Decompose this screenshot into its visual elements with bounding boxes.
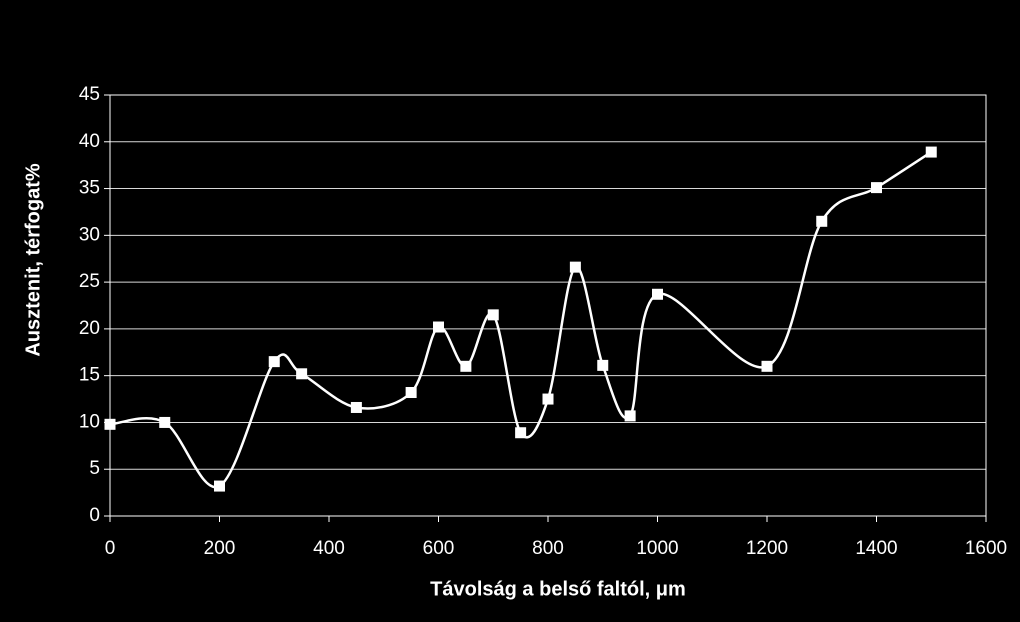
x-tick-label: 200 <box>204 538 236 559</box>
y-axis-title: Ausztenit, térfogat% <box>22 163 44 357</box>
marker <box>925 146 937 158</box>
x-axis-title: Távolság a belső faltól, μm <box>430 578 686 600</box>
marker <box>761 360 773 372</box>
x-tick-label: 600 <box>423 538 455 559</box>
marker <box>569 261 581 273</box>
marker <box>542 393 554 405</box>
marker <box>652 288 663 300</box>
x-tick-label: 800 <box>532 538 564 559</box>
marker <box>515 427 527 439</box>
marker <box>433 321 444 333</box>
x-tick-label: 1000 <box>636 538 678 559</box>
marker <box>871 182 882 194</box>
y-tick-label: 35 <box>79 178 100 199</box>
x-tick-label: 1400 <box>855 538 897 559</box>
x-tick-label: 400 <box>313 538 345 559</box>
marker <box>159 416 171 428</box>
y-tick-label: 0 <box>89 505 100 526</box>
y-tick-label: 10 <box>79 411 100 432</box>
marker <box>460 360 472 372</box>
marker <box>214 480 225 492</box>
y-tick-label: 20 <box>79 318 100 339</box>
marker <box>816 215 828 227</box>
plot-border <box>109 94 987 517</box>
marker <box>405 387 417 399</box>
y-tick-label: 5 <box>89 458 100 479</box>
y-tick-label: 25 <box>79 271 100 292</box>
y-tick-label: 40 <box>79 131 100 152</box>
marker <box>350 401 362 413</box>
marker <box>624 410 636 422</box>
marker <box>487 309 499 321</box>
y-tick-label: 45 <box>79 84 100 105</box>
x-tick-label: 0 <box>105 538 116 559</box>
y-tick-label: 15 <box>79 365 100 386</box>
marker <box>597 359 609 371</box>
marker <box>104 418 116 430</box>
y-tick-label: 30 <box>79 224 100 245</box>
x-tick-label: 1600 <box>965 538 1007 559</box>
marker <box>268 356 280 368</box>
x-tick-label: 1200 <box>746 538 788 559</box>
marker <box>296 368 308 380</box>
